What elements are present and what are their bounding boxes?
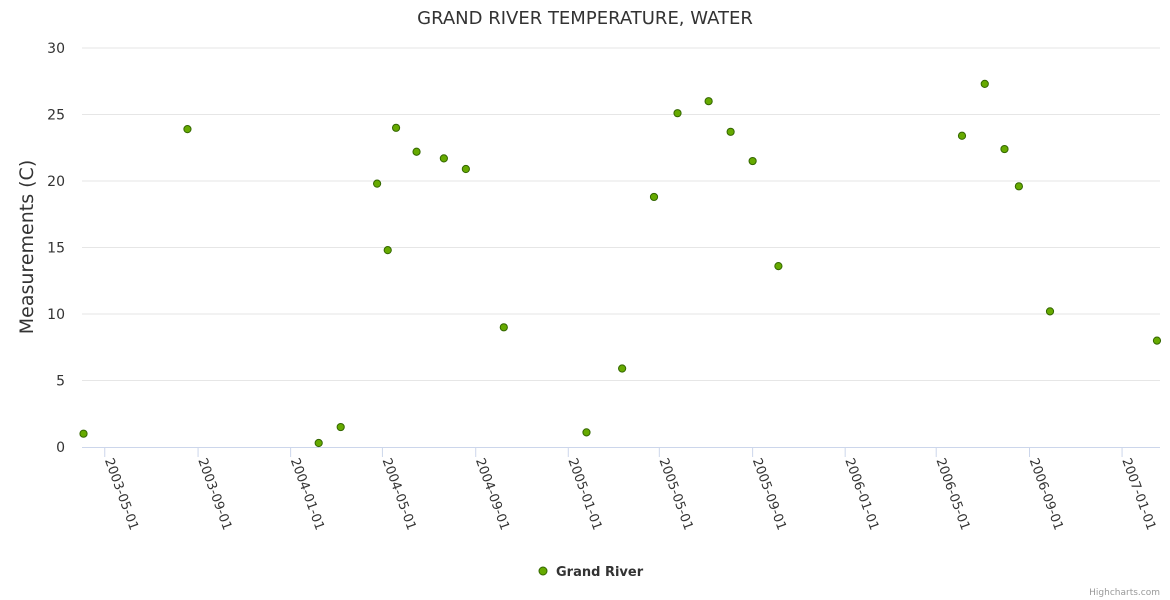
y-tick-label: 25 [47,108,65,124]
data-point[interactable] [79,429,88,438]
y-tick-label: 0 [56,440,65,456]
data-point[interactable] [314,438,323,448]
legend-item-grand-river[interactable]: Grand River [556,565,644,580]
y-tick-label: 15 [47,241,65,257]
chart-title: GRAND RIVER TEMPERATURE, WATER [417,8,753,29]
x-tick-labels: 2003-05-01 2003-09-01 2004-01-01 2004-05-01… [101,447,1158,532]
data-point[interactable] [183,125,192,134]
data-point[interactable] [1152,336,1162,345]
x-tick-label: 2005-01-01 [565,456,605,532]
x-tick-label: 2007-01-01 [1118,456,1158,532]
data-point[interactable] [748,156,757,166]
data-point[interactable] [774,262,783,271]
x-tick-label: 2004-01-01 [287,456,327,532]
data-point[interactable] [439,154,448,163]
x-tick-label: 2006-01-01 [841,456,881,532]
data-point[interactable] [461,164,470,174]
x-tick-label: 2006-05-01 [932,456,972,532]
data-point[interactable] [1045,307,1055,316]
data-point[interactable] [412,147,421,156]
data-point[interactable] [649,192,659,202]
x-tick-label: 2004-05-01 [379,456,419,532]
y-tick-label: 10 [47,307,65,323]
y-tick-labels: 0 5 10 15 20 25 30 [47,41,65,456]
x-tick-label: 2004-09-01 [472,456,512,532]
data-point[interactable] [957,131,967,140]
data-point[interactable] [673,109,682,118]
data-point[interactable] [582,428,591,437]
legend[interactable]: Grand River [538,565,644,580]
data-point[interactable] [499,323,508,332]
data-point[interactable] [618,364,627,373]
data-point[interactable] [383,246,392,255]
data-point[interactable] [1000,144,1009,154]
data-point[interactable] [336,422,345,432]
x-tick-label: 2003-05-01 [101,456,141,532]
data-point[interactable] [726,127,735,136]
x-tick-label: 2005-09-01 [749,456,789,532]
data-point[interactable] [391,123,401,132]
data-point[interactable] [1014,182,1023,191]
data-point[interactable] [980,79,989,89]
x-tick-label: 2005-05-01 [656,456,696,532]
legend-marker-icon [538,566,548,576]
y-gridlines [82,47,1160,381]
x-tick-label: 2003-09-01 [194,456,234,532]
series-grand-river[interactable] [79,79,1162,448]
x-tick-label: 2006-09-01 [1026,456,1066,532]
data-point[interactable] [704,97,713,106]
y-tick-label: 5 [56,374,65,390]
credits-link[interactable]: Highcharts.com [1089,588,1160,598]
y-axis-title: Measurements (C) [16,160,38,334]
y-tick-label: 30 [47,41,65,57]
data-point[interactable] [373,179,382,188]
y-tick-label: 20 [47,174,65,190]
